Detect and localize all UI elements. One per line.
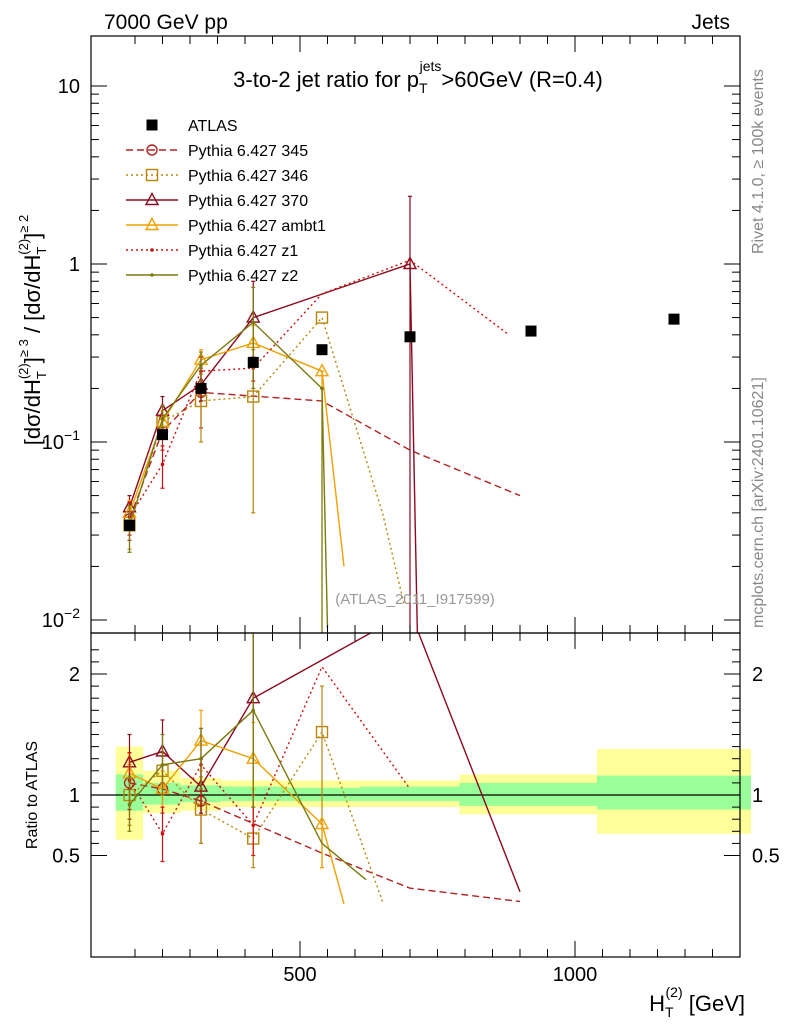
- legend-label-2: Pythia 6.427 346: [188, 168, 308, 185]
- legend-entry-5: Pythia 6.427 z1: [126, 243, 298, 260]
- legend-marker-3: [144, 192, 160, 206]
- mcplots-label: mcplots.cern.ch [arXiv:2401.10621]: [750, 377, 767, 628]
- main-series-0-point-5: [404, 331, 416, 343]
- legend: ATLAS Pythia 6.427 345 Pythia 6.427 346 Pyt…: [126, 118, 326, 285]
- ratio-series-3-point-4: [314, 816, 330, 830]
- legend-entry-1: Pythia 6.427 345: [126, 143, 308, 160]
- main-ylabel: [dσ/dHT(2)]≥ 3 / [dσ/dHT(2)]≥ 2: [16, 215, 49, 446]
- ratio-band-green-7: [597, 775, 751, 810]
- ratio-series-4-point-1: [160, 831, 165, 836]
- ratio-series-layer: [122, 633, 521, 905]
- ratio-ytick-label-right-1: 1: [752, 785, 763, 807]
- main-series-4-point-4: [314, 363, 330, 377]
- ratio-series-1-point-4: [315, 725, 329, 739]
- legend-label-4: Pythia 6.427 ambt1: [188, 218, 326, 235]
- legend-label-1: Pythia 6.427 345: [188, 143, 308, 160]
- ratio-ytick-label-0: 0.5: [52, 846, 80, 868]
- legend-label-3: Pythia 6.427 370: [188, 193, 308, 210]
- legend-entry-6: Pythia 6.427 z2: [126, 268, 298, 285]
- ratio-series-5-point-2: [199, 756, 203, 761]
- main-ytick-label-3: 10−2: [42, 605, 80, 632]
- ratio-series-5-point-1: [160, 762, 165, 767]
- main-series-6-point-3: [251, 320, 256, 325]
- main-series-0-point-1: [157, 429, 168, 441]
- ratio-ytick-label-right-0: 0.5: [752, 846, 780, 868]
- title-prefix: 3-to-2 jet ratio for p: [233, 67, 419, 92]
- ratio-series-4-line: [128, 665, 411, 836]
- main-series-0-point-0: [124, 519, 135, 531]
- legend-entry-2: Pythia 6.427 346: [126, 168, 308, 185]
- main-series-0-point-3: [247, 356, 259, 368]
- ratio-series-2-line: [129, 633, 521, 893]
- legend-label-6: Pythia 6.427 z2: [188, 268, 298, 285]
- legend-entry-3: Pythia 6.427 370: [126, 192, 308, 210]
- main-series-2-point-3: [247, 390, 260, 403]
- ratio-bands-layer: [91, 746, 751, 840]
- legend-entry-4: Pythia 6.427 ambt1: [126, 217, 326, 235]
- legend-entry-0: ATLAS: [146, 118, 238, 135]
- legend-marker-1: [146, 144, 158, 156]
- main-series-4-line: [128, 342, 345, 567]
- ratio-ytick-label-right-2: 2: [752, 664, 763, 686]
- ratio-series-3-line: [129, 739, 345, 905]
- title-suffix: >60GeV (R=0.4): [441, 67, 602, 92]
- title-sub: T: [419, 80, 428, 96]
- main-series-6-line: [128, 321, 329, 629]
- process-label: Jets: [691, 11, 730, 34]
- ratio-ytick-label-2: 2: [69, 664, 80, 686]
- main-series-6-point-4: [320, 386, 324, 391]
- ratio-axes: 0.5 0.5 1 1 2 2 500 1000: [52, 632, 780, 986]
- rivet-label: Rivet 4.1.0, ≥ 100k events: [750, 69, 767, 254]
- ratio-series-4-point-3: [251, 823, 256, 828]
- legend-marker-4: [144, 217, 160, 231]
- main-series-0-point-6: [525, 325, 537, 337]
- energy-label: 7000 GeV pp: [104, 11, 228, 34]
- xlabel: HT(2) [GeV]: [649, 984, 745, 1020]
- main-series-0-point-2: [195, 382, 207, 394]
- legend-marker-6: [150, 273, 154, 277]
- main-series-5-line: [128, 259, 510, 518]
- ratio-series-5-line: [128, 709, 367, 881]
- legend-marker-5: [150, 248, 154, 252]
- legend-marker-2: [145, 168, 159, 182]
- main-series-0: [124, 313, 680, 531]
- main-series-3-line: [128, 263, 419, 633]
- main-ytick-label-0: 10: [58, 76, 80, 98]
- main-series-5-point-1: [160, 462, 165, 467]
- ratio-series-5-point-3: [251, 708, 256, 713]
- main-ytick-label-1: 1: [69, 254, 80, 276]
- ratio-series-1-line: [129, 730, 384, 902]
- ratio-band-green-5: [360, 786, 460, 802]
- xtick-label-1: 1000: [553, 964, 598, 986]
- chart-title: 3-to-2 jet ratio for pTjets>60GeV (R=0.4…: [233, 58, 603, 96]
- main-series-layer: [122, 195, 680, 633]
- analysis-label: (ATLAS_2011_I917599): [335, 591, 495, 608]
- legend-label-0: ATLAS: [188, 118, 238, 135]
- main-series-2-point-4: [315, 311, 329, 324]
- legend-marker-0: [146, 119, 158, 131]
- xtick-label-0: 500: [283, 964, 316, 986]
- main-series-6-point-2: [199, 363, 203, 368]
- ratio-band-green-4: [285, 787, 361, 802]
- main-series-1-line: [128, 391, 521, 520]
- ratio-ylabel: Ratio to ATLAS: [24, 741, 41, 849]
- main-series-2-line: [128, 316, 406, 607]
- main-series-0-point-4: [316, 344, 328, 356]
- ratio-series-5: [127, 633, 367, 881]
- main-series-3: [122, 195, 419, 633]
- ratio-band-green-6: [459, 782, 597, 806]
- ratio-ytick-label-1: 1: [69, 785, 80, 807]
- title-sup: jets: [419, 58, 442, 74]
- main-series-5: [127, 259, 510, 536]
- main-series-3-point-4: [402, 256, 418, 270]
- main-series-6-point-1: [160, 417, 165, 421]
- legend-label-5: Pythia 6.427 z1: [188, 243, 298, 260]
- main-ytick-label-2: 10−1: [42, 427, 80, 454]
- main-series-0-point-7: [668, 313, 680, 325]
- ratio-series-5-point-0: [127, 802, 132, 807]
